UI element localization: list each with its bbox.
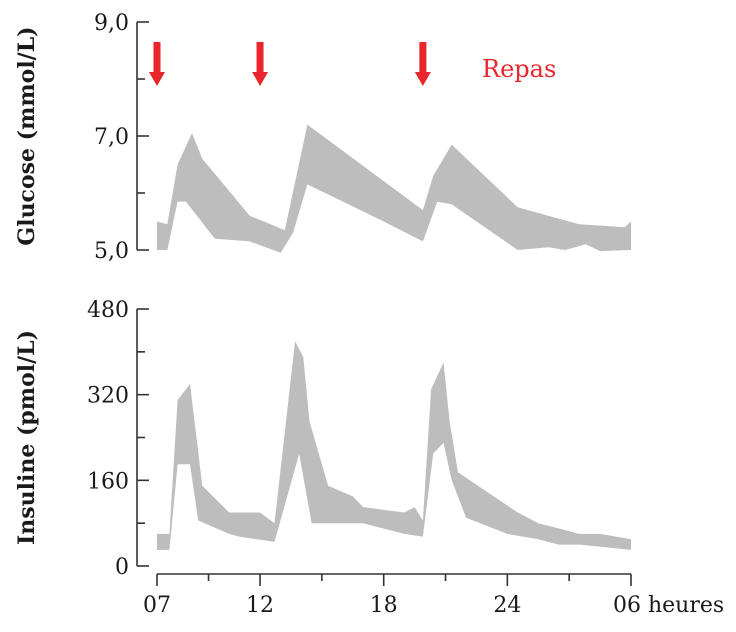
meal-arrow-icon — [252, 42, 269, 86]
glucose-panel: 9,0 7,0 5,0 Glucose (mmol/L) — [14, 11, 631, 264]
x-tick-label: 06 heures — [613, 593, 724, 618]
insulin-y-tick-label: 480 — [87, 298, 129, 323]
x-tick-label: 07 — [143, 593, 171, 618]
glucose-y-axis-title: Glucose (mmol/L) — [14, 26, 40, 245]
meal-arrow-icon — [414, 42, 431, 86]
insulin-y-tick-label: 0 — [115, 555, 129, 580]
insulin-y-tick-label: 160 — [87, 469, 129, 494]
insulin-panel: 480 320 160 0 Insuline (pmol/L) 07 12 18 24 06 he… — [14, 298, 724, 618]
x-tick-label: 24 — [493, 593, 521, 618]
meal-label: Repas — [482, 55, 556, 83]
glucose-y-tick-label: 5,0 — [94, 239, 129, 264]
insulin-range-band — [157, 341, 631, 550]
glucose-y-tick-label: 9,0 — [94, 11, 129, 36]
glucose-range-band — [157, 124, 631, 253]
glucose-y-tick-label: 7,0 — [94, 125, 129, 150]
meal-markers: Repas — [149, 42, 556, 86]
insulin-y-tick-label: 320 — [87, 384, 129, 409]
insulin-y-axis-title: Insuline (pmol/L) — [14, 330, 40, 545]
x-tick-label: 18 — [370, 593, 398, 618]
x-tick-label: 12 — [246, 593, 274, 618]
meal-arrow-icon — [149, 42, 165, 86]
